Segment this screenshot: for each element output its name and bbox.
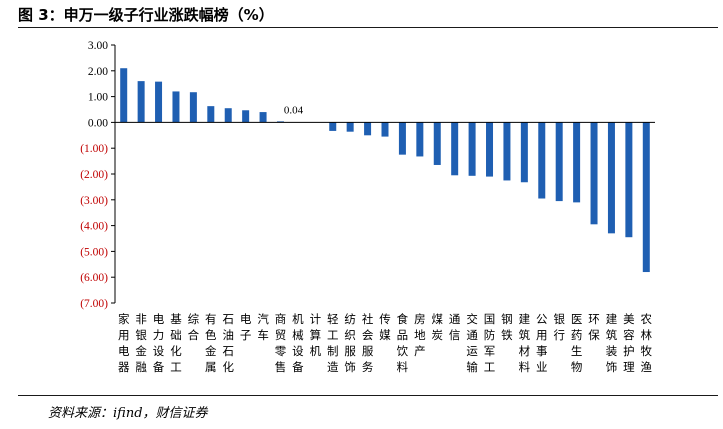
bar [607,122,615,234]
bar [573,122,581,203]
category-label: 房地产 [414,312,426,358]
bar [207,106,215,123]
bar [486,122,494,177]
category-label: 机械设备 [292,312,304,374]
category-label: 银行 [553,312,565,342]
category-label: 计算机 [310,312,322,358]
category-label: 环保 [588,312,600,342]
category-label: 公用事业 [536,312,548,374]
category-label: 石油石化 [222,312,234,374]
bar-series [120,68,650,273]
bar [189,92,197,123]
category-label: 传媒 [379,312,391,342]
y-tick-label: (5.00) [80,246,108,258]
bar [625,122,633,238]
category-label: 通信 [449,312,461,342]
y-tick-label: 0.00 [88,117,108,129]
category-label: 电子 [240,312,252,342]
category-label: 农林牧渔 [641,312,653,374]
bar [398,122,406,155]
category-label: 家用电器 [118,312,130,374]
bar [555,122,563,202]
bar [224,108,232,123]
bar [468,122,476,176]
category-label: 汽车 [257,312,269,342]
y-tick-label: 3.00 [88,40,108,52]
y-tick-label: (1.00) [80,143,108,155]
bar [329,122,337,131]
bar [520,122,528,183]
bar [364,122,372,136]
category-label: 建筑材料 [519,312,531,374]
y-tick-label: (7.00) [80,298,108,310]
category-label: 国防军工 [484,312,496,374]
bar [172,91,180,123]
category-label: 纺织服饰 [344,312,356,374]
y-tick-label: 1.00 [88,92,108,104]
bar [590,122,598,225]
category-label: 基础化工 [170,312,182,374]
bar [416,122,424,157]
category-label: 轻工制造 [327,312,339,374]
y-tick-label: (3.00) [80,195,108,207]
bar [259,112,267,123]
category-label: 社会服务 [362,312,374,374]
y-tick-label: (2.00) [80,169,108,181]
y-tick-label: (6.00) [80,272,108,284]
category-label: 综合 [188,312,200,342]
y-tick-label: (4.00) [80,221,108,233]
bar [242,110,250,123]
category-labels: 家用电器非银金融电力设备基础化工综合有色金属石油石化电子汽车商贸零售机械设备计算… [118,312,653,374]
y-tick-label: 2.00 [88,66,108,78]
category-label: 交通运输 [466,312,478,374]
category-label: 钢铁 [501,312,513,342]
source-note: 资料来源：ifind，财信证券 [48,406,208,421]
bar [381,122,389,137]
bar [346,122,354,132]
title-rule [18,27,718,28]
category-label: 非银金融 [135,312,147,374]
bar [276,121,284,123]
bar [642,122,650,273]
data-labels: 0.04 [284,104,304,116]
category-label: 有色金属 [205,312,217,374]
category-label: 商贸零售 [275,312,287,374]
source-rule [18,395,718,396]
bar [433,122,441,165]
category-label: 食品饮料 [397,312,409,374]
figure-title: 图 3：申万一级子行业涨跌幅榜（%） [18,6,274,24]
category-label: 建筑装饰 [606,312,618,374]
bar [155,81,163,123]
category-label: 美容护理 [623,312,635,374]
data-label: 0.04 [284,104,304,116]
bar [451,122,459,176]
y-axis: 3.00 2.00 1.00 0.00 (1.00) (2.00) (3.00) (4.00)… [80,40,116,310]
bar [120,68,128,123]
bar [538,122,546,199]
category-label: 电力设备 [153,312,165,374]
bar [503,122,511,181]
bar [137,81,145,123]
category-label: 医药生物 [571,312,583,374]
category-label: 煤炭 [432,312,444,342]
